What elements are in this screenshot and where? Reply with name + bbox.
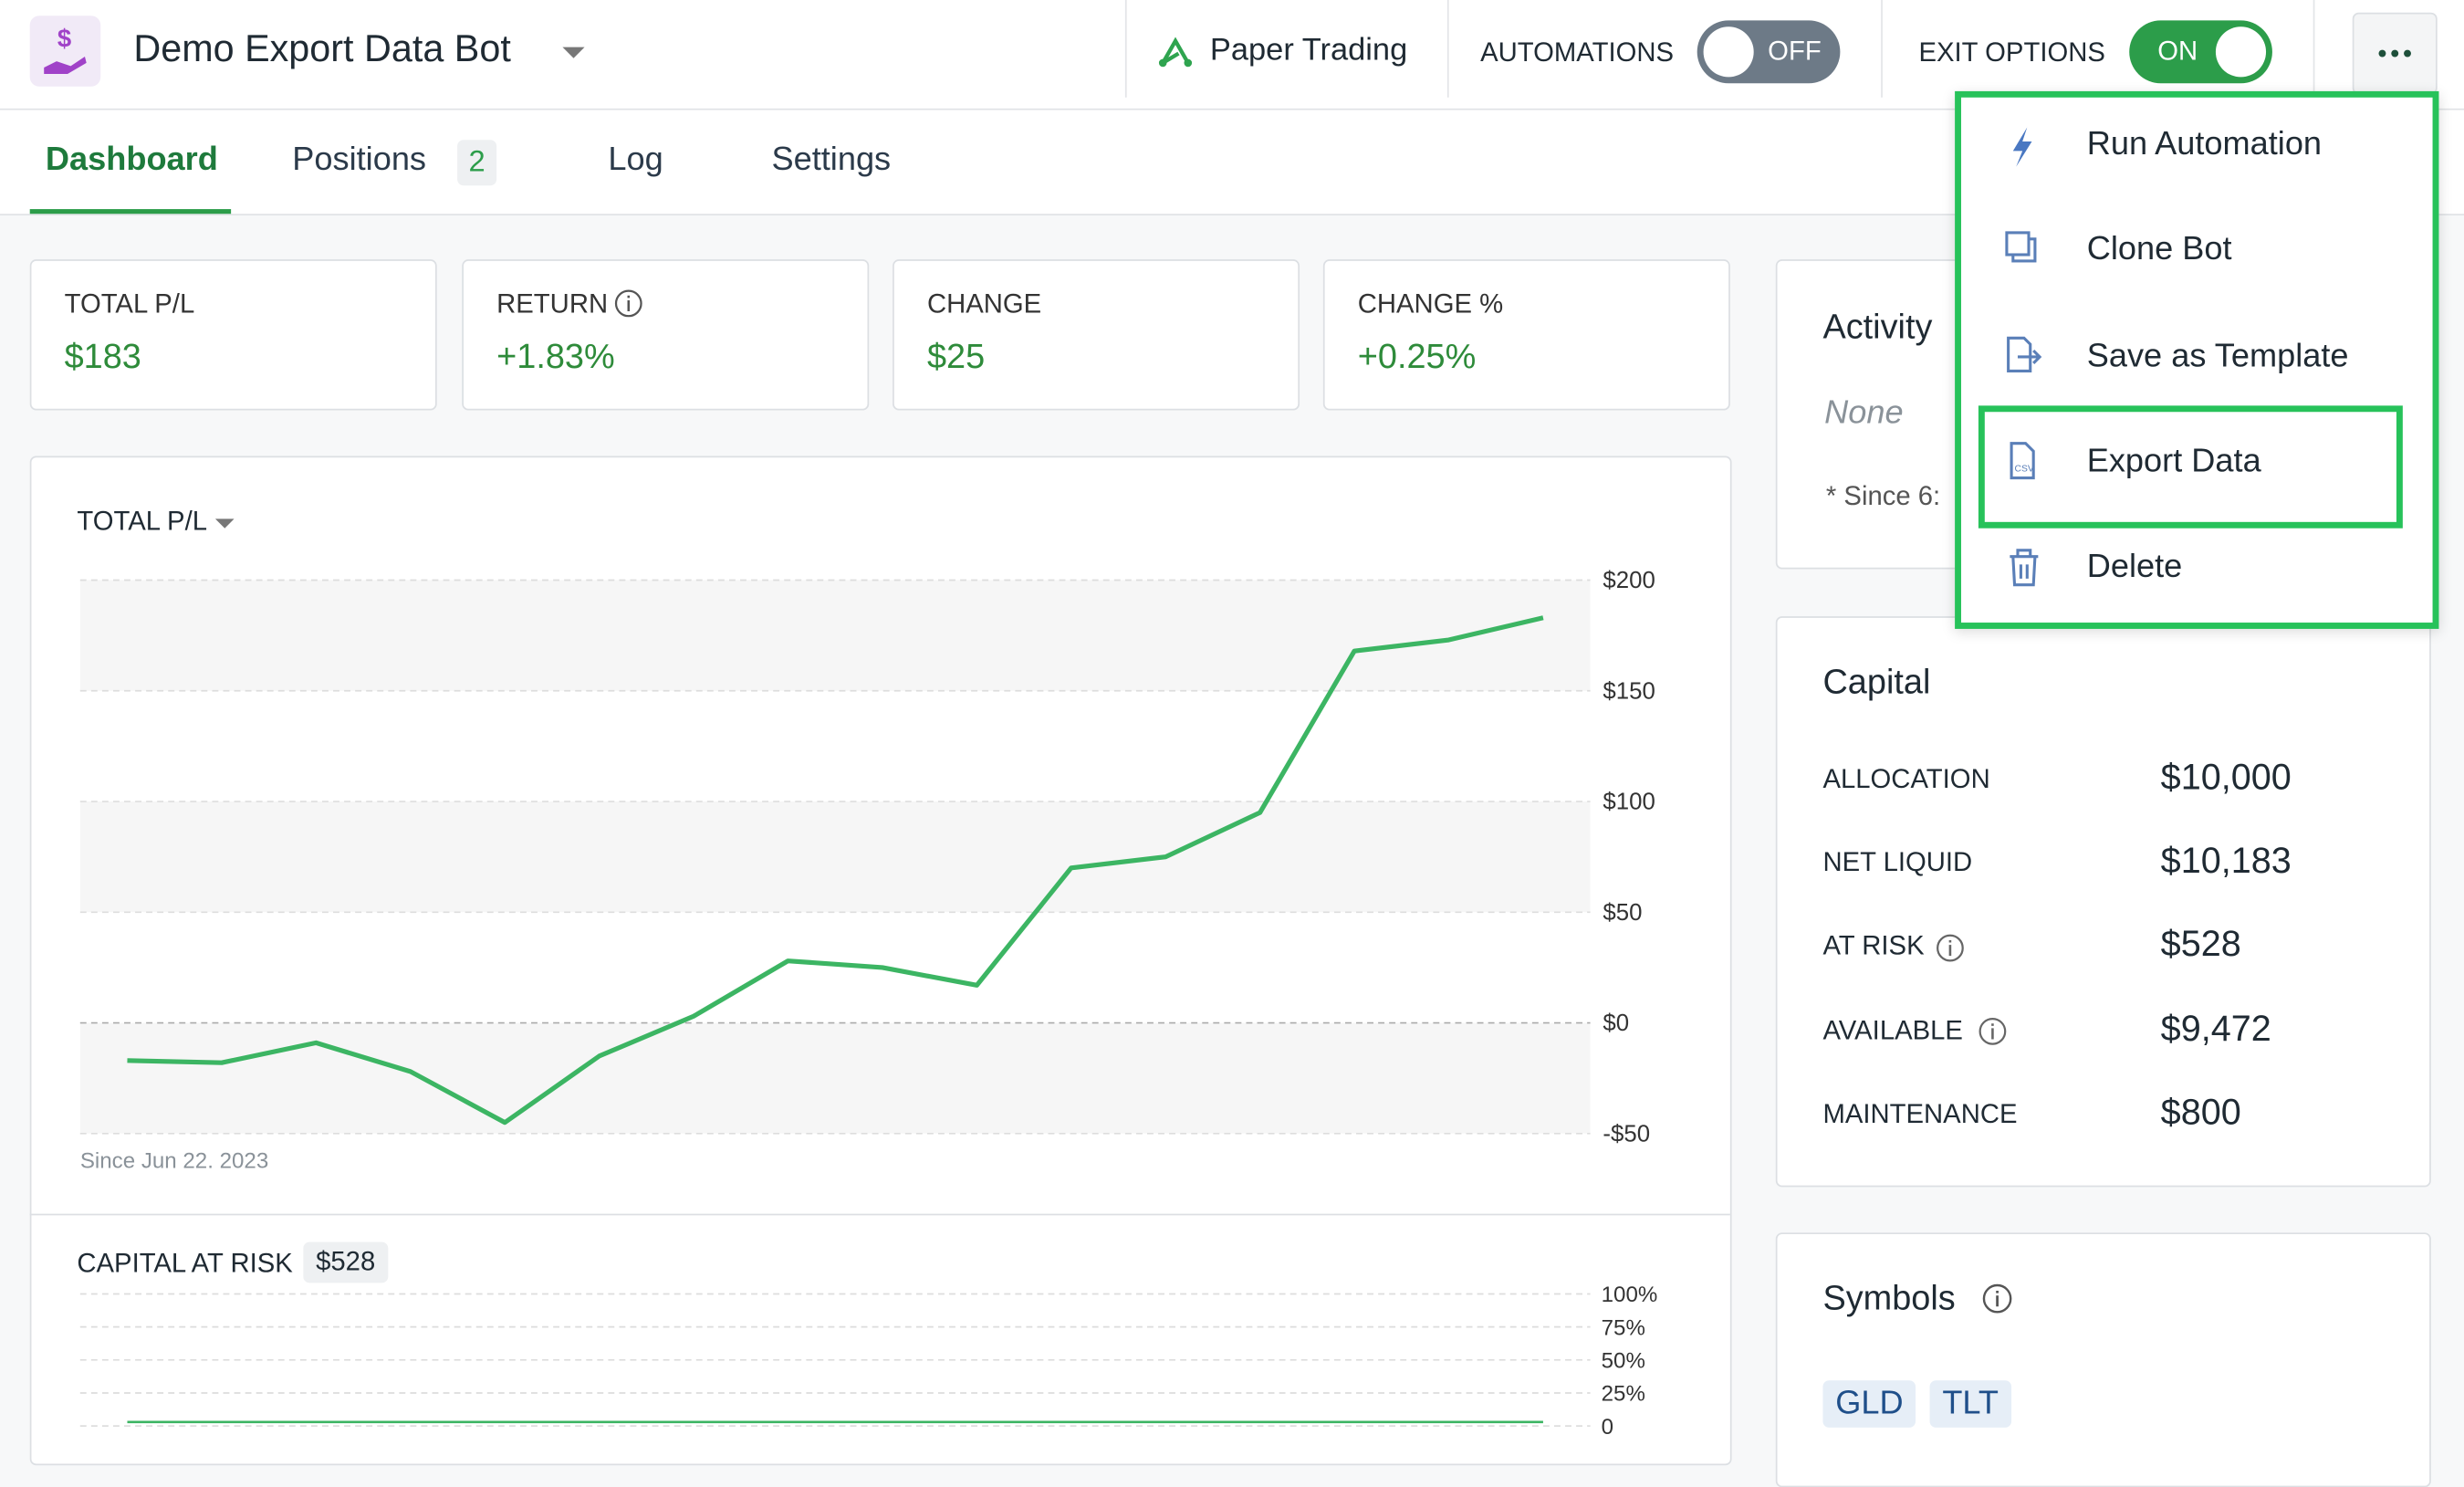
symbol-badge[interactable]: GLD [1822,1380,1916,1428]
band [79,801,1591,913]
automations-label: AUTOMATIONS [1480,37,1675,68]
dropdown-menu [1955,90,2439,629]
y-tick-label: -$50 [1603,1121,1650,1147]
highlight-box [1978,405,2403,529]
stat-label: CHANGE % [1357,288,1504,319]
stat-label: CHANGE [926,288,1042,319]
stat-label: TOTAL P/L [64,288,195,319]
capital-card [1775,616,2431,1188]
line [127,615,1544,1126]
svg-text:CSV: CSV [2015,465,2034,475]
y-tick-label: $200 [1603,568,1655,593]
info-icon[interactable] [1977,1016,2008,1047]
tab-badge: 2 [457,140,497,186]
charts: -$50 $0 $50 $100 $150 $200 0 25% 50% 75% 100% [79,568,1658,1440]
capital-value: $10,183 [2160,840,2292,881]
toggle-state: ON [2157,36,2198,67]
y-tick-label: $100 [1603,790,1655,815]
symbol-badge[interactable]: TLT [1929,1380,2011,1428]
info-icon[interactable] [1935,932,1966,963]
stat-value: +1.83% [496,336,615,376]
activity-title: Activity [1822,306,1933,346]
y-tick-label: 50% [1602,1348,1645,1373]
stat-card [1322,259,1730,411]
stat-value: +0.25% [1357,336,1477,376]
capital-label: MAINTENANCE [1822,1098,2018,1129]
symbols-title: Symbols [1822,1278,1956,1318]
automations-toggle[interactable]: OFF [1697,20,1841,84]
capital-value: $528 [2160,923,2241,965]
exit-options-toggle[interactable]: ON [2129,20,2272,84]
band [79,580,1591,691]
menu-icons: CSV [2005,127,2042,587]
tab[interactable]: Positions [292,141,427,178]
header [0,0,2464,110]
tab[interactable]: Dashboard [45,141,218,178]
chart-note: Since Jun 22. 2023 [79,1147,269,1173]
bot-title[interactable]: Demo Export Data Bot [133,28,511,71]
tab[interactable]: Log [608,141,663,178]
band [79,1022,1591,1134]
capital-label: ALLOCATION [1822,764,1990,794]
capital-title: Capital [1822,662,1931,702]
activity-status: None [1824,394,1904,431]
capital-value: $10,000 [2160,756,2292,798]
y-tick-label: $0 [1603,1011,1629,1036]
divider [29,1213,1730,1216]
tab-underline [29,209,232,215]
y-tick-label: 25% [1602,1382,1645,1407]
info-icon[interactable] [613,288,644,319]
tab[interactable]: Settings [771,141,892,178]
toggle-state: OFF [1768,36,1822,67]
svg-text:$: $ [57,25,71,53]
y-tick-label: 0 [1602,1415,1613,1440]
y-tick-label: 75% [1602,1315,1645,1340]
stat-card [893,259,1300,411]
chart-title: CAPITAL AT RISK [77,1248,293,1279]
mode: Paper Trading [1209,33,1408,68]
paper-icon [1158,37,1193,68]
y-tick-label: $50 [1603,900,1642,926]
menu-item[interactable]: Delete [2086,549,2183,586]
chart-badge: $528 [303,1241,389,1283]
bot-icon: $ [29,16,101,87]
activity-note: * Since 6: [1825,481,1941,511]
symbols-card [1775,1232,2431,1487]
menu-item[interactable]: Clone Bot [2086,231,2232,268]
menu-item[interactable]: Run Automation [2086,125,2323,162]
stat-card [29,259,437,411]
exit-options-label: EXIT OPTIONS [1918,37,2105,68]
title-caret[interactable] [559,44,588,63]
capital-value: $800 [2160,1090,2241,1132]
capital-value: $9,472 [2160,1007,2271,1049]
chart-caret[interactable] [214,516,235,531]
y-tick-label: 100% [1602,1283,1658,1307]
stat-card [462,259,870,411]
menu-item[interactable]: Export Data [2086,443,2261,480]
info-icon[interactable] [1981,1283,2012,1314]
stat-value: $183 [64,336,141,376]
stat-label: RETURN [496,288,609,319]
capital-label: AVAILABLE [1822,1014,1963,1045]
more-button[interactable] [2352,12,2438,95]
menu-item[interactable]: Save as Template [2086,337,2349,374]
chart-title[interactable]: TOTAL P/L [77,506,208,537]
stat-value: $25 [926,336,986,376]
capital-label: NET LIQUID [1822,847,1973,878]
y-tick-label: $150 [1603,678,1655,704]
capital-label: AT RISK [1822,931,1925,962]
